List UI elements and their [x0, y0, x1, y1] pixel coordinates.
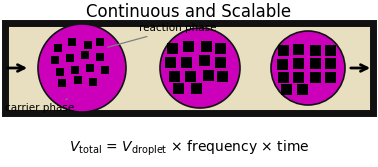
Bar [280, 84, 291, 95]
Bar [181, 56, 192, 67]
Circle shape [38, 24, 126, 112]
Bar [81, 51, 89, 59]
Bar [71, 66, 79, 74]
Bar [68, 38, 76, 46]
Bar [183, 41, 194, 51]
Bar [277, 44, 288, 55]
Text: carrier phase: carrier phase [5, 99, 74, 113]
Bar [324, 57, 336, 68]
Bar [58, 79, 66, 87]
Circle shape [160, 28, 240, 108]
Bar [54, 44, 62, 52]
Text: reaction phase: reaction phase [108, 23, 217, 47]
Bar [166, 42, 178, 53]
Bar [310, 44, 321, 55]
Bar [74, 76, 82, 84]
Bar [324, 71, 336, 82]
Bar [66, 54, 74, 62]
Bar [293, 57, 304, 68]
Bar [310, 57, 321, 68]
Text: Continuous and Scalable: Continuous and Scalable [87, 3, 291, 21]
Bar [203, 69, 214, 80]
Bar [296, 84, 307, 95]
Bar [96, 53, 104, 61]
Bar [96, 38, 104, 46]
Bar [214, 56, 226, 67]
Bar [5, 23, 373, 113]
Bar [89, 78, 97, 86]
Bar [324, 44, 336, 55]
Bar [86, 64, 94, 72]
Bar [51, 56, 59, 64]
Bar [184, 70, 195, 81]
Text: $V_{\mathrm{total}}$ = $V_{\mathrm{droplet}}$ × frequency × time: $V_{\mathrm{total}}$ = $V_{\mathrm{dropl… [69, 138, 309, 158]
Bar [172, 82, 183, 94]
Bar [214, 42, 226, 53]
Bar [56, 68, 64, 76]
Bar [293, 71, 304, 82]
Bar [217, 70, 228, 81]
Bar [191, 82, 201, 94]
Bar [200, 41, 212, 51]
Bar [164, 56, 175, 67]
Bar [198, 54, 209, 65]
Bar [169, 70, 180, 81]
Bar [101, 66, 109, 74]
Bar [293, 43, 304, 54]
Bar [310, 71, 321, 82]
Bar [276, 58, 288, 69]
Bar [84, 41, 92, 49]
Circle shape [271, 31, 345, 105]
Bar [277, 71, 288, 82]
